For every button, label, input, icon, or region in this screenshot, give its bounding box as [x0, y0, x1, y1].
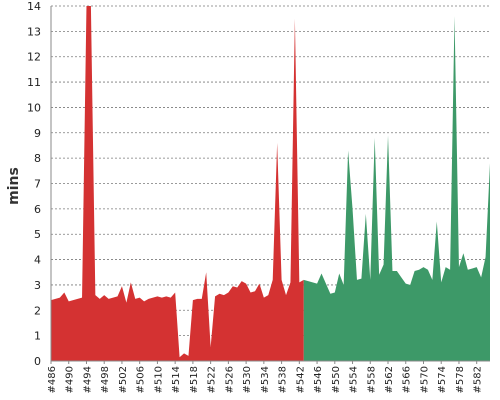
y-tick-label: 2 [34, 304, 41, 317]
y-tick-label: 9 [34, 127, 41, 140]
y-tick-label: 13 [27, 25, 41, 38]
x-tick-label: #546 [313, 366, 324, 393]
x-tick-label: #514 [171, 366, 182, 393]
area-series-1 [51, 6, 304, 361]
x-tick-label: #498 [100, 366, 111, 393]
x-tick-label: #578 [455, 366, 466, 393]
x-tick-label: #486 [47, 366, 58, 393]
axes [50, 6, 490, 364]
x-tick-label: #534 [260, 366, 271, 393]
x-tick-label: #502 [118, 366, 129, 393]
x-tick-label: #518 [189, 366, 200, 393]
x-tick-label: #542 [295, 366, 306, 393]
x-tick-label: #538 [278, 366, 289, 393]
y-tick-label: 10 [27, 101, 41, 114]
x-tick-label: #494 [82, 366, 93, 393]
y-tick-label: 8 [34, 152, 41, 165]
x-tick-label: #558 [366, 366, 377, 393]
x-tick-label: #522 [207, 366, 218, 393]
y-tick-label: 5 [34, 228, 41, 241]
x-tick-labels: #486 #490 #494 #498 #502 #506 #510 #514 #518 #522… [47, 366, 484, 393]
y-tick-label: 1 [34, 330, 41, 343]
x-tick-label: #574 [437, 366, 448, 393]
x-tick-label: #530 [242, 366, 253, 393]
area-series-2 [303, 16, 490, 362]
area-series-layer [51, 6, 490, 362]
x-tick-label: #562 [384, 366, 395, 393]
y-tick-label: 0 [34, 355, 41, 368]
y-tick-label: 4 [34, 254, 41, 267]
y-tick-label: 14 [27, 0, 41, 13]
x-tick-label: #550 [331, 366, 342, 393]
x-tick-label: #510 [153, 366, 164, 393]
x-tick-label: #566 [402, 366, 413, 393]
y-tick-label: 7 [34, 178, 41, 191]
y-tick-label: 6 [34, 203, 41, 216]
x-tick-label: #526 [224, 366, 235, 393]
x-tick-label: #506 [136, 366, 147, 393]
x-tick-label: #554 [349, 366, 360, 393]
x-tick-label: #490 [65, 366, 76, 393]
y-tick-label: 11 [27, 76, 41, 89]
y-axis-title: mins [6, 167, 22, 205]
y-tick-label: 3 [34, 279, 41, 292]
x-tick-label: #570 [419, 366, 430, 393]
y-tick-label: 12 [27, 51, 41, 64]
x-tick-label: #582 [473, 366, 484, 393]
